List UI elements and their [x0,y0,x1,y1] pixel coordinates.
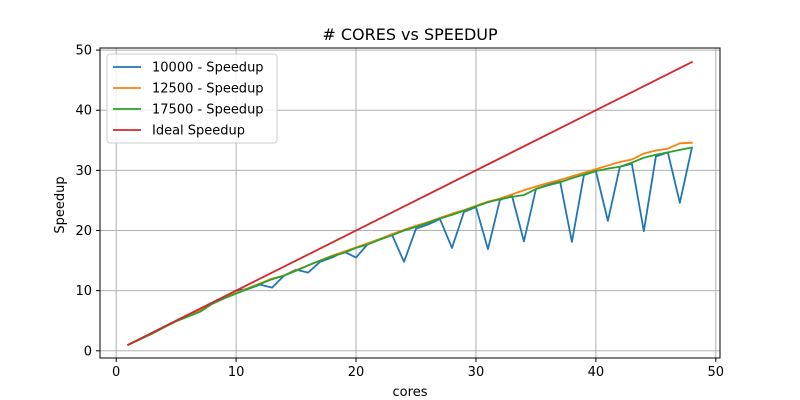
y-tick-label: 30 [75,164,92,179]
series-line-ideal-speedup [126,60,694,346]
axis-ticks: 0 10 20 30 40 50 0 10 20 30 40 50 [75,44,724,380]
y-tick-label: 0 [84,344,92,359]
chart-title: # CORES vs SPEEDUP [322,25,498,44]
x-axis-label: cores [393,385,428,400]
legend: 10000 - Speedup 12500 - Speedup 17500 - Sp… [106,53,278,144]
legend-entry-label: Ideal Speedup [152,124,245,139]
x-tick-label: 0 [112,365,120,380]
x-tick-label: 50 [708,365,725,380]
y-tick-label: 40 [75,104,92,119]
series-lines [126,60,694,346]
grid [100,48,720,358]
legend-entry-label: 17500 - Speedup [152,103,264,118]
x-tick-label: 10 [228,365,245,380]
y-axis-label: Speedup [53,176,68,233]
plot-frame [99,47,721,359]
y-tick-label: 20 [75,224,92,239]
legend-entry-label: 12500 - Speedup [152,82,264,97]
series-line-17500-speedup [126,146,693,346]
x-tick-label: 40 [588,365,605,380]
y-tick-label: 50 [75,44,92,59]
legend-box [106,53,278,144]
x-tick-label: 20 [348,365,365,380]
y-tick-label: 10 [75,284,92,299]
x-tick-label: 30 [468,365,485,380]
legend-entry-label: 10000 - Speedup [152,61,264,76]
